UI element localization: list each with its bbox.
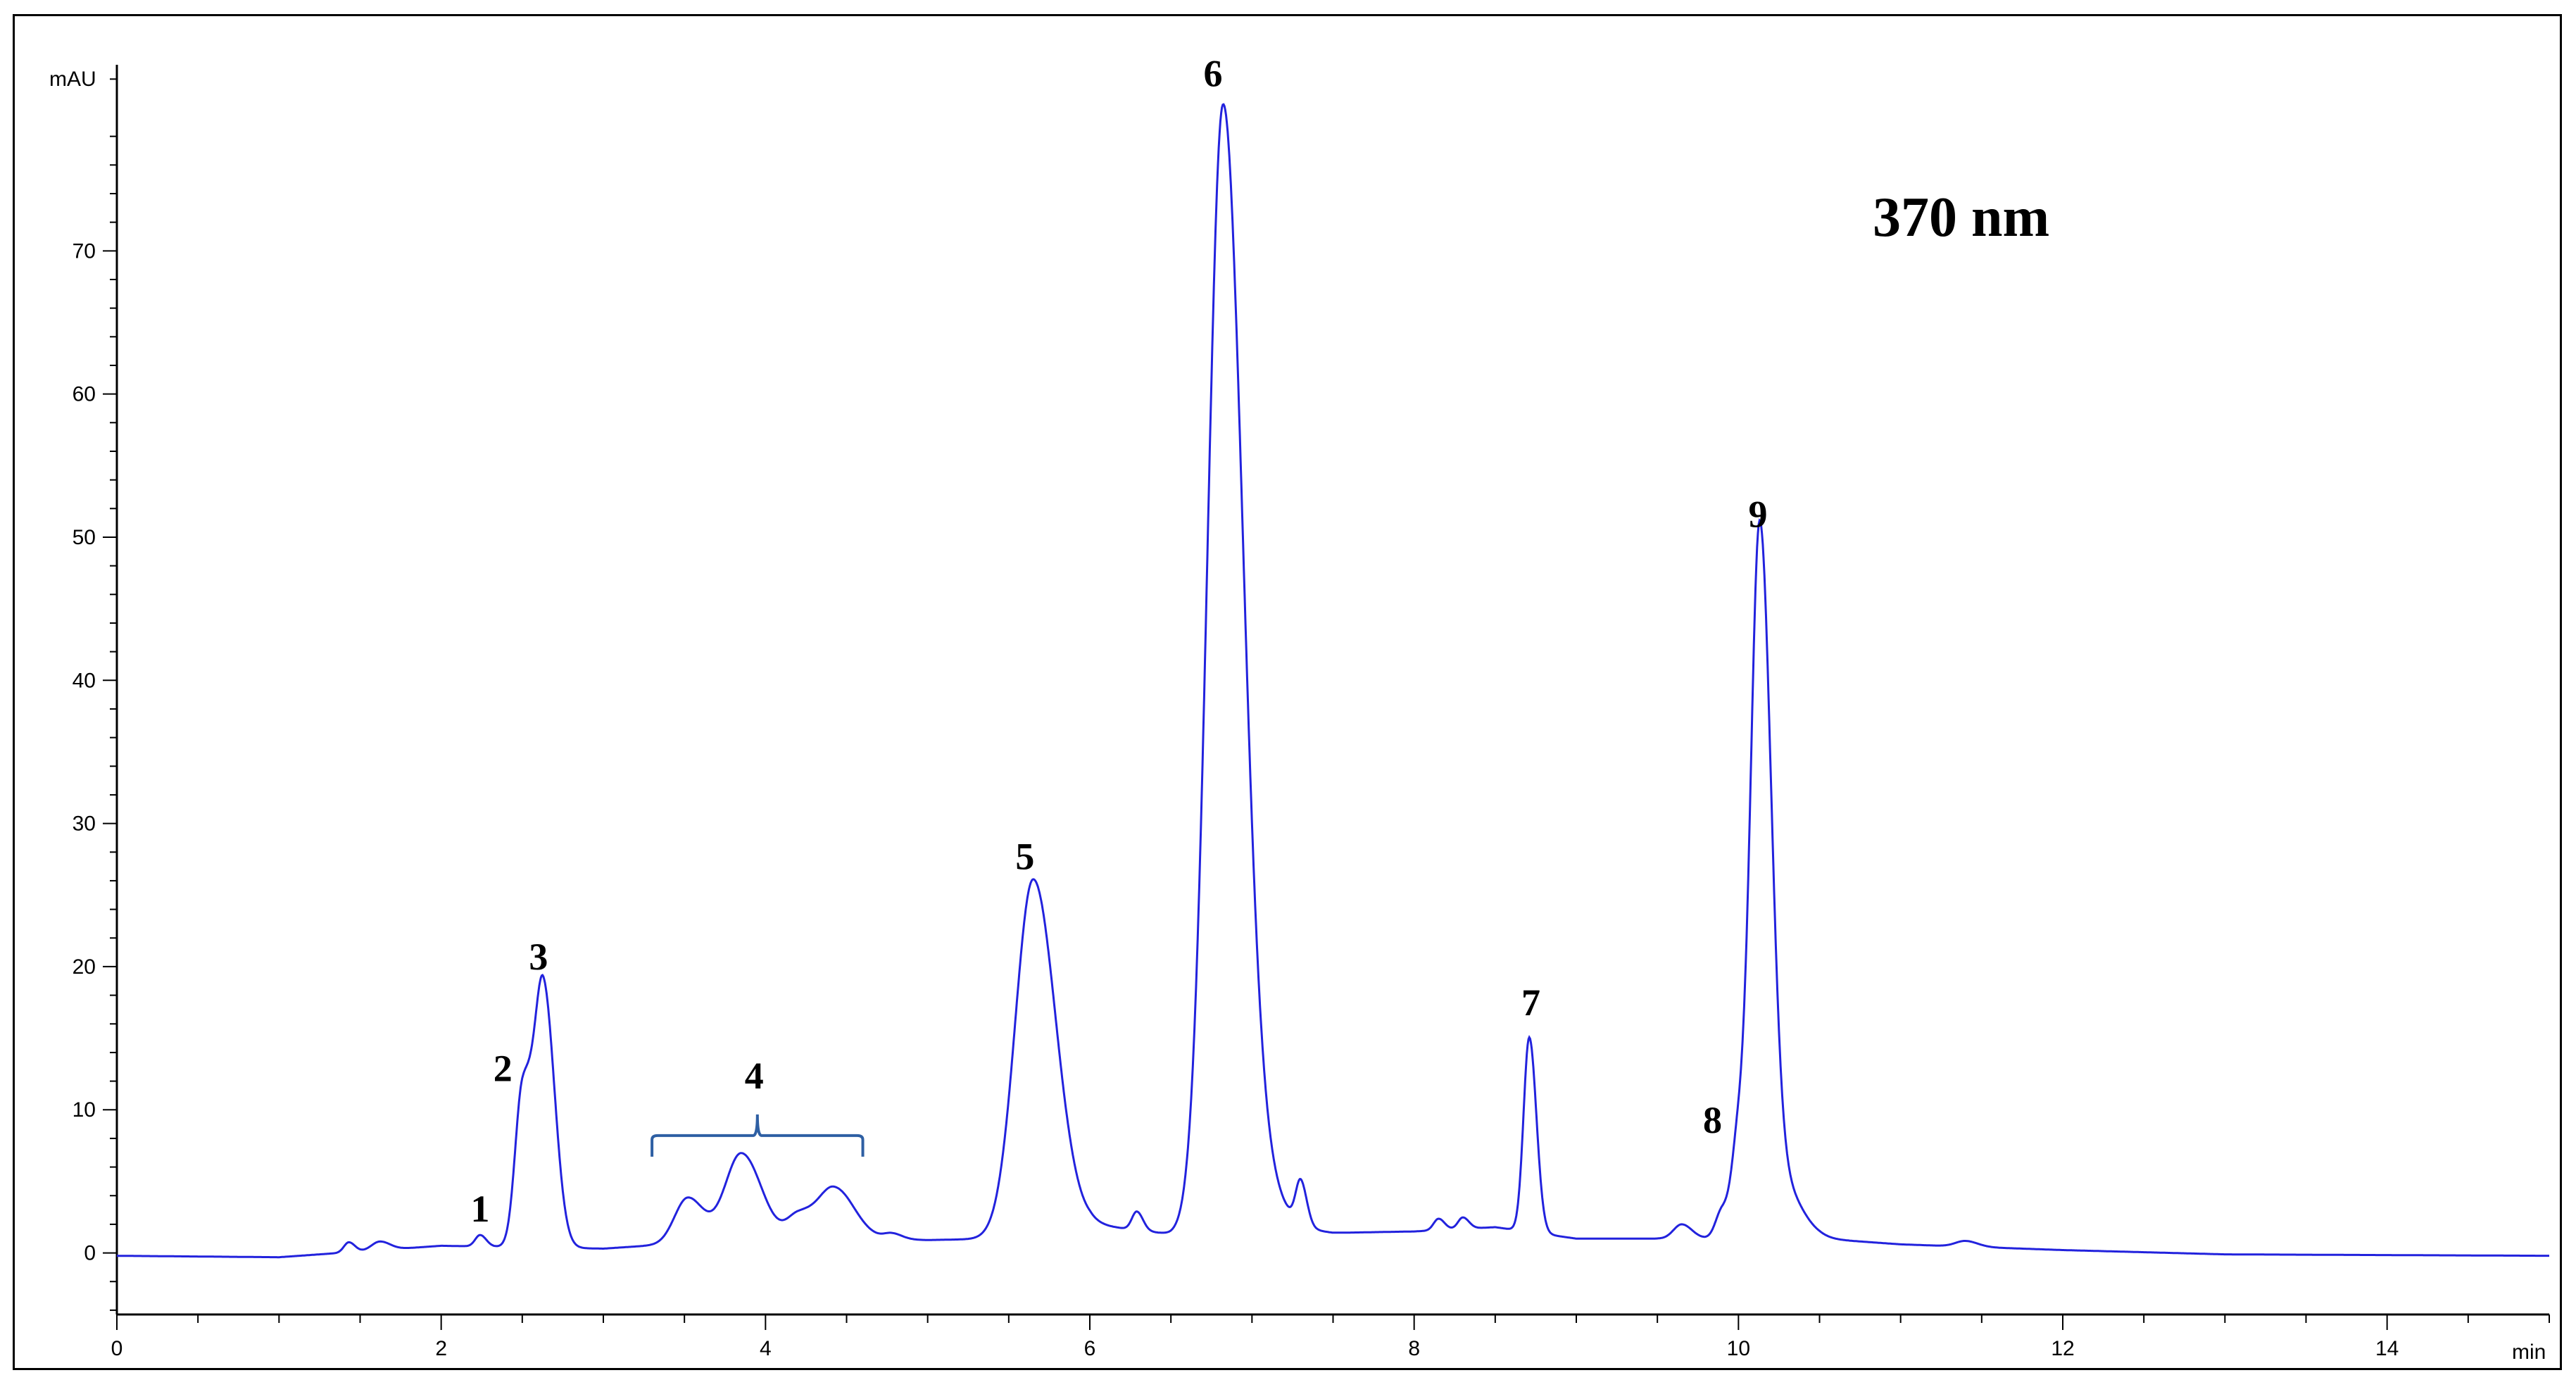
peak-label-5: 5	[1015, 836, 1034, 878]
y-tick-label: 60	[73, 383, 96, 406]
peak-label-6: 6	[1204, 52, 1223, 94]
x-axis-unit: min	[2512, 1341, 2546, 1364]
x-tick-label: 6	[1084, 1337, 1096, 1360]
peak-label-2: 2	[494, 1048, 513, 1090]
y-tick-label: 40	[73, 669, 96, 692]
peak-labels: 1 2 3 4 5 6 7 8 9	[470, 52, 1767, 1229]
x-tick-label: 8	[1408, 1337, 1420, 1360]
x-tick-label: 10	[1727, 1337, 1750, 1360]
wavelength-label: 370 nm	[1873, 187, 2049, 249]
y-axis-unit: mAU	[49, 68, 96, 91]
axes	[115, 65, 2549, 1316]
y-tick-label: 30	[73, 812, 96, 836]
chromatogram-trace	[117, 103, 2549, 1259]
x-tick-label: 12	[2051, 1337, 2074, 1360]
peak-label-8: 8	[1703, 1099, 1722, 1141]
x-tick-label: 2	[435, 1337, 447, 1360]
y-tick-label: 50	[73, 526, 96, 549]
y-tick-label: 70	[73, 239, 96, 263]
y-tick-label: 0	[84, 1242, 96, 1265]
y-tick-label: 10	[73, 1098, 96, 1122]
peak-label-7: 7	[1521, 981, 1540, 1024]
x-tick-label: 4	[760, 1337, 772, 1360]
y-tick-label: 20	[73, 955, 96, 979]
peak-label-1: 1	[470, 1188, 489, 1230]
peak-group-bracket	[651, 1114, 865, 1157]
peak-label-9: 9	[1748, 494, 1767, 536]
x-tick-label: 14	[2375, 1337, 2399, 1360]
chart-frame	[13, 14, 2562, 1370]
peak-label-4: 4	[745, 1055, 764, 1097]
peak-label-3: 3	[529, 936, 548, 978]
bracket-shape	[651, 1114, 865, 1157]
x-tick-label: 0	[111, 1337, 123, 1360]
